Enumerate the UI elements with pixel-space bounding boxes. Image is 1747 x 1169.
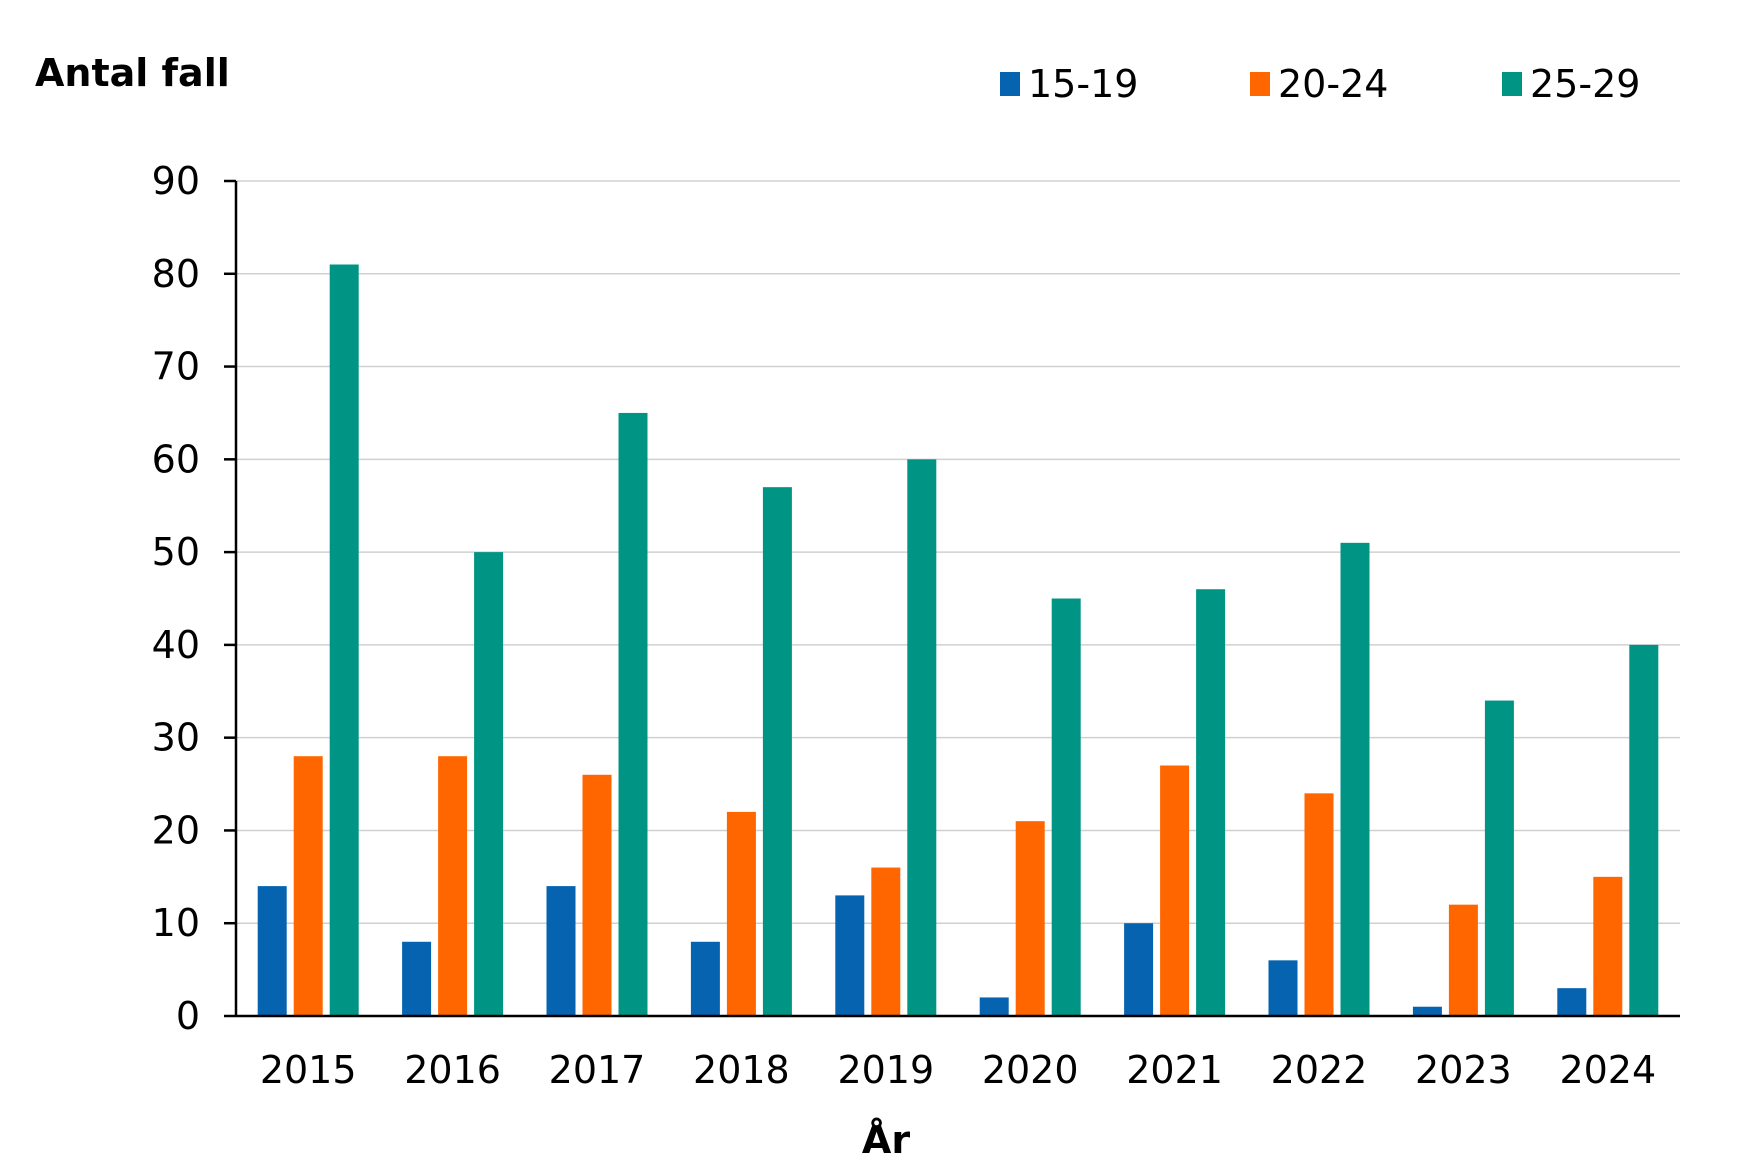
legend-item-15-19: 15-19 [1000, 62, 1138, 106]
bar-25-29-2021 [1196, 589, 1226, 1016]
bars [257, 264, 1659, 1017]
x-tick-label-2019: 2019 [837, 1048, 934, 1092]
legend-label-25-29: 25-29 [1530, 62, 1640, 106]
bar-20-24-2018 [726, 811, 756, 1016]
bar-20-24-2024 [1593, 876, 1623, 1016]
bar-20-24-2016 [438, 756, 468, 1016]
bar-20-24-2015 [293, 756, 323, 1016]
bar-15-19-2020 [979, 997, 1009, 1016]
legend-swatch-25-29 [1502, 72, 1522, 96]
bar-25-29-2022 [1340, 542, 1370, 1016]
bar-20-24-2022 [1304, 793, 1334, 1016]
axes [224, 179, 1680, 1018]
x-tick-label-2015: 2015 [260, 1048, 357, 1092]
bar-25-29-2016 [474, 552, 504, 1016]
y-tick-label-90: 90 [152, 159, 200, 203]
bar-25-29-2018 [762, 487, 792, 1017]
bar-20-24-2020 [1015, 821, 1045, 1016]
y-tick-labels: 0 10 20 30 40 50 60 70 80 90 [152, 159, 200, 1038]
bar-20-24-2021 [1160, 765, 1190, 1016]
y-tick-label-70: 70 [152, 345, 200, 389]
x-axis-title: År [862, 1118, 910, 1162]
x-tick-labels: 2015 2016 2017 2018 2019 2020 2021 2022 2023 2024 [260, 1048, 1656, 1092]
bar-25-29-2015 [329, 264, 359, 1016]
x-tick-label-2016: 2016 [404, 1048, 501, 1092]
x-tick-label-2018: 2018 [693, 1048, 790, 1092]
y-tick-label-50: 50 [152, 530, 200, 574]
x-tick-label-2023: 2023 [1415, 1048, 1512, 1092]
bar-15-19-2016 [402, 941, 432, 1016]
y-axis-title: Antal fall [35, 51, 230, 95]
bar-25-29-2017 [618, 412, 648, 1016]
y-tick-label-40: 40 [152, 623, 200, 667]
bar-25-29-2023 [1484, 700, 1514, 1016]
bar-15-19-2018 [690, 941, 720, 1016]
bar-20-24-2019 [871, 867, 901, 1016]
y-tick-label-20: 20 [152, 808, 200, 852]
bar-20-24-2017 [582, 774, 612, 1016]
x-tick-label-2024: 2024 [1559, 1048, 1656, 1092]
bar-15-19-2022 [1268, 960, 1298, 1016]
bar-15-19-2021 [1124, 923, 1154, 1016]
bar-15-19-2024 [1557, 988, 1587, 1016]
legend-item-25-29: 25-29 [1502, 62, 1640, 106]
bar-15-19-2017 [546, 886, 576, 1016]
bar-15-19-2015 [257, 886, 287, 1016]
bar-20-24-2023 [1448, 904, 1478, 1016]
bar-25-29-2024 [1629, 644, 1659, 1016]
legend-swatch-15-19 [1000, 72, 1020, 96]
y-tick-label-30: 30 [152, 716, 200, 760]
legend-label-20-24: 20-24 [1278, 62, 1388, 106]
bar-15-19-2023 [1412, 1006, 1442, 1016]
legend-item-20-24: 20-24 [1250, 62, 1388, 106]
x-tick-label-2022: 2022 [1271, 1048, 1368, 1092]
x-tick-label-2021: 2021 [1126, 1048, 1223, 1092]
y-tick-label-80: 80 [152, 252, 200, 296]
bar-25-29-2020 [1051, 598, 1081, 1016]
x-tick-label-2020: 2020 [982, 1048, 1079, 1092]
bar-25-29-2019 [907, 459, 937, 1016]
y-tick-label-60: 60 [152, 437, 200, 481]
legend: 15-19 20-24 25-29 [1000, 62, 1640, 106]
x-tick-label-2017: 2017 [549, 1048, 646, 1092]
y-tick-label-10: 10 [152, 901, 200, 945]
bar-15-19-2019 [835, 895, 865, 1016]
legend-swatch-20-24 [1250, 72, 1270, 96]
y-tick-label-0: 0 [176, 994, 200, 1038]
legend-label-15-19: 15-19 [1028, 62, 1138, 106]
